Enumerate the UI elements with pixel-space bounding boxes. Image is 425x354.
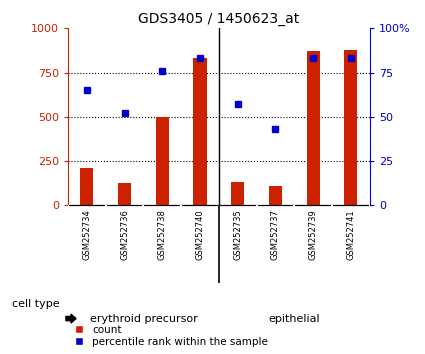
- Bar: [156, 117, 169, 205]
- Bar: [118, 183, 131, 205]
- Bar: [344, 50, 357, 205]
- Bar: [306, 51, 320, 205]
- Bar: [80, 168, 94, 205]
- Text: erythroid precursor: erythroid precursor: [90, 314, 197, 324]
- Title: GDS3405 / 1450623_at: GDS3405 / 1450623_at: [138, 12, 300, 26]
- Text: GSM252734: GSM252734: [82, 209, 91, 260]
- Text: GSM252736: GSM252736: [120, 209, 129, 260]
- Bar: [269, 186, 282, 205]
- Text: GSM252740: GSM252740: [196, 209, 204, 260]
- Text: GSM252741: GSM252741: [346, 209, 355, 260]
- Text: cell type: cell type: [12, 299, 60, 309]
- Bar: [231, 182, 244, 205]
- Text: epithelial: epithelial: [269, 314, 320, 324]
- Text: GSM252737: GSM252737: [271, 209, 280, 260]
- Legend: count, percentile rank within the sample: count, percentile rank within the sample: [73, 322, 270, 349]
- Text: GSM252739: GSM252739: [309, 209, 317, 260]
- Bar: [193, 58, 207, 205]
- Text: GSM252738: GSM252738: [158, 209, 167, 260]
- Text: GSM252735: GSM252735: [233, 209, 242, 260]
